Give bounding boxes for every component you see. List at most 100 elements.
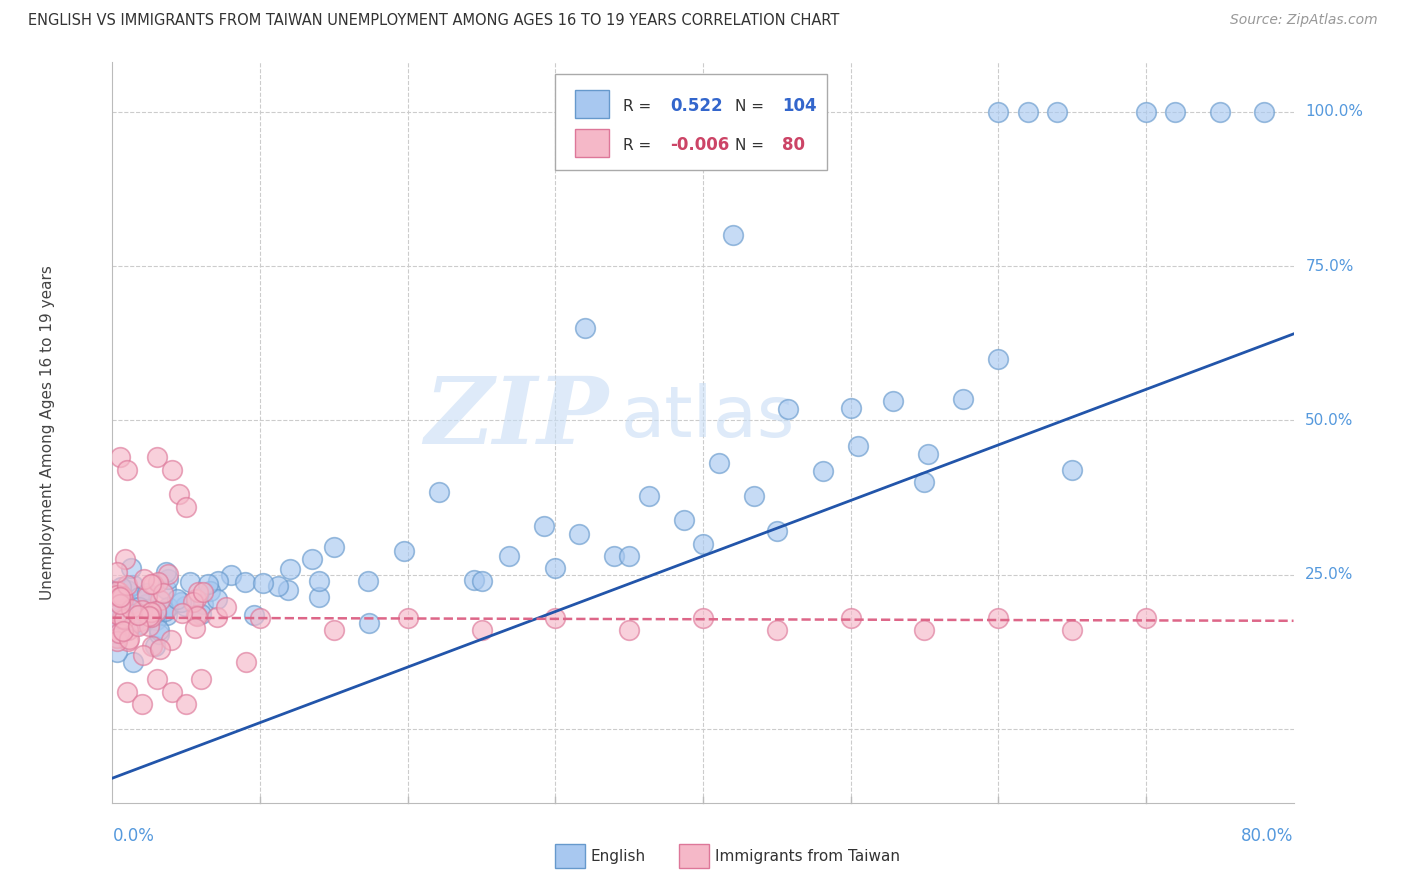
Point <box>174 697 197 711</box>
Point <box>132 648 155 662</box>
Point <box>207 574 229 588</box>
Text: -0.006: -0.006 <box>669 136 730 154</box>
Point <box>882 394 904 409</box>
Text: N =: N = <box>735 138 763 153</box>
Point <box>146 450 169 465</box>
Point <box>1135 611 1157 625</box>
Point <box>470 623 494 637</box>
Point <box>174 599 197 613</box>
Point <box>672 513 695 527</box>
Point <box>357 574 380 588</box>
Text: R =: R = <box>623 138 651 153</box>
Point <box>118 632 141 646</box>
Point <box>111 624 134 638</box>
Point <box>111 589 134 603</box>
Point <box>135 585 157 599</box>
Point <box>142 576 165 591</box>
Text: 104: 104 <box>782 97 817 115</box>
Point <box>129 614 152 628</box>
Point <box>121 607 143 622</box>
Point <box>155 565 177 579</box>
FancyBboxPatch shape <box>575 90 609 118</box>
Point <box>243 608 266 623</box>
Point <box>149 642 172 657</box>
Point <box>108 450 131 465</box>
Point <box>574 320 596 334</box>
Point <box>778 402 800 417</box>
Point <box>160 462 183 476</box>
Point <box>186 608 208 623</box>
Point <box>117 685 138 699</box>
Point <box>277 583 299 598</box>
Point <box>987 351 1010 366</box>
Point <box>602 549 624 563</box>
Point <box>568 527 591 541</box>
Point <box>1017 104 1039 119</box>
Point <box>742 489 765 503</box>
Point <box>148 623 170 637</box>
Point <box>105 604 128 618</box>
Point <box>249 611 271 625</box>
Point <box>138 601 160 615</box>
Point <box>135 597 157 611</box>
Point <box>122 655 145 669</box>
Point <box>198 584 221 599</box>
Point <box>179 575 201 590</box>
Point <box>167 487 190 501</box>
Point <box>392 544 415 558</box>
Point <box>105 624 128 639</box>
Point <box>131 697 153 711</box>
Point <box>146 673 169 687</box>
Text: 25.0%: 25.0% <box>1305 567 1354 582</box>
Point <box>152 586 174 600</box>
Point <box>129 617 152 632</box>
Point <box>148 575 170 590</box>
FancyBboxPatch shape <box>575 129 609 157</box>
Point <box>205 592 228 607</box>
Point <box>914 475 936 489</box>
Point <box>108 591 131 605</box>
Point <box>1253 104 1275 119</box>
Point <box>128 599 150 614</box>
Point <box>156 572 179 586</box>
Point <box>278 562 301 576</box>
Text: ENGLISH VS IMMIGRANTS FROM TAIWAN UNEMPLOYMENT AMONG AGES 16 TO 19 YEARS CORRELA: ENGLISH VS IMMIGRANTS FROM TAIWAN UNEMPL… <box>28 13 839 29</box>
Point <box>112 609 135 624</box>
Point <box>131 603 153 617</box>
Point <box>105 622 128 636</box>
Point <box>157 567 180 582</box>
Point <box>125 607 148 621</box>
Point <box>128 590 150 604</box>
Point <box>105 595 128 609</box>
Point <box>160 685 183 699</box>
Point <box>156 608 179 623</box>
Point <box>197 576 219 591</box>
FancyBboxPatch shape <box>555 73 827 169</box>
Point <box>139 605 162 619</box>
Point <box>987 611 1010 625</box>
Point <box>111 624 134 639</box>
Point <box>235 655 257 669</box>
Point <box>157 599 180 614</box>
Point <box>114 607 136 621</box>
Point <box>252 576 274 591</box>
Point <box>105 584 128 599</box>
Point <box>186 609 208 624</box>
Point <box>124 606 146 620</box>
Point <box>143 639 166 653</box>
Point <box>952 392 974 406</box>
Point <box>122 615 145 630</box>
Point <box>193 597 215 611</box>
Point <box>766 524 789 539</box>
Point <box>117 633 139 648</box>
Point <box>1046 104 1069 119</box>
Point <box>1062 462 1084 476</box>
Point <box>105 565 128 579</box>
Point <box>181 595 204 609</box>
Point <box>108 625 131 640</box>
Point <box>637 489 659 503</box>
Point <box>323 623 346 637</box>
Point <box>987 104 1010 119</box>
Point <box>105 607 128 621</box>
Point <box>141 605 163 619</box>
